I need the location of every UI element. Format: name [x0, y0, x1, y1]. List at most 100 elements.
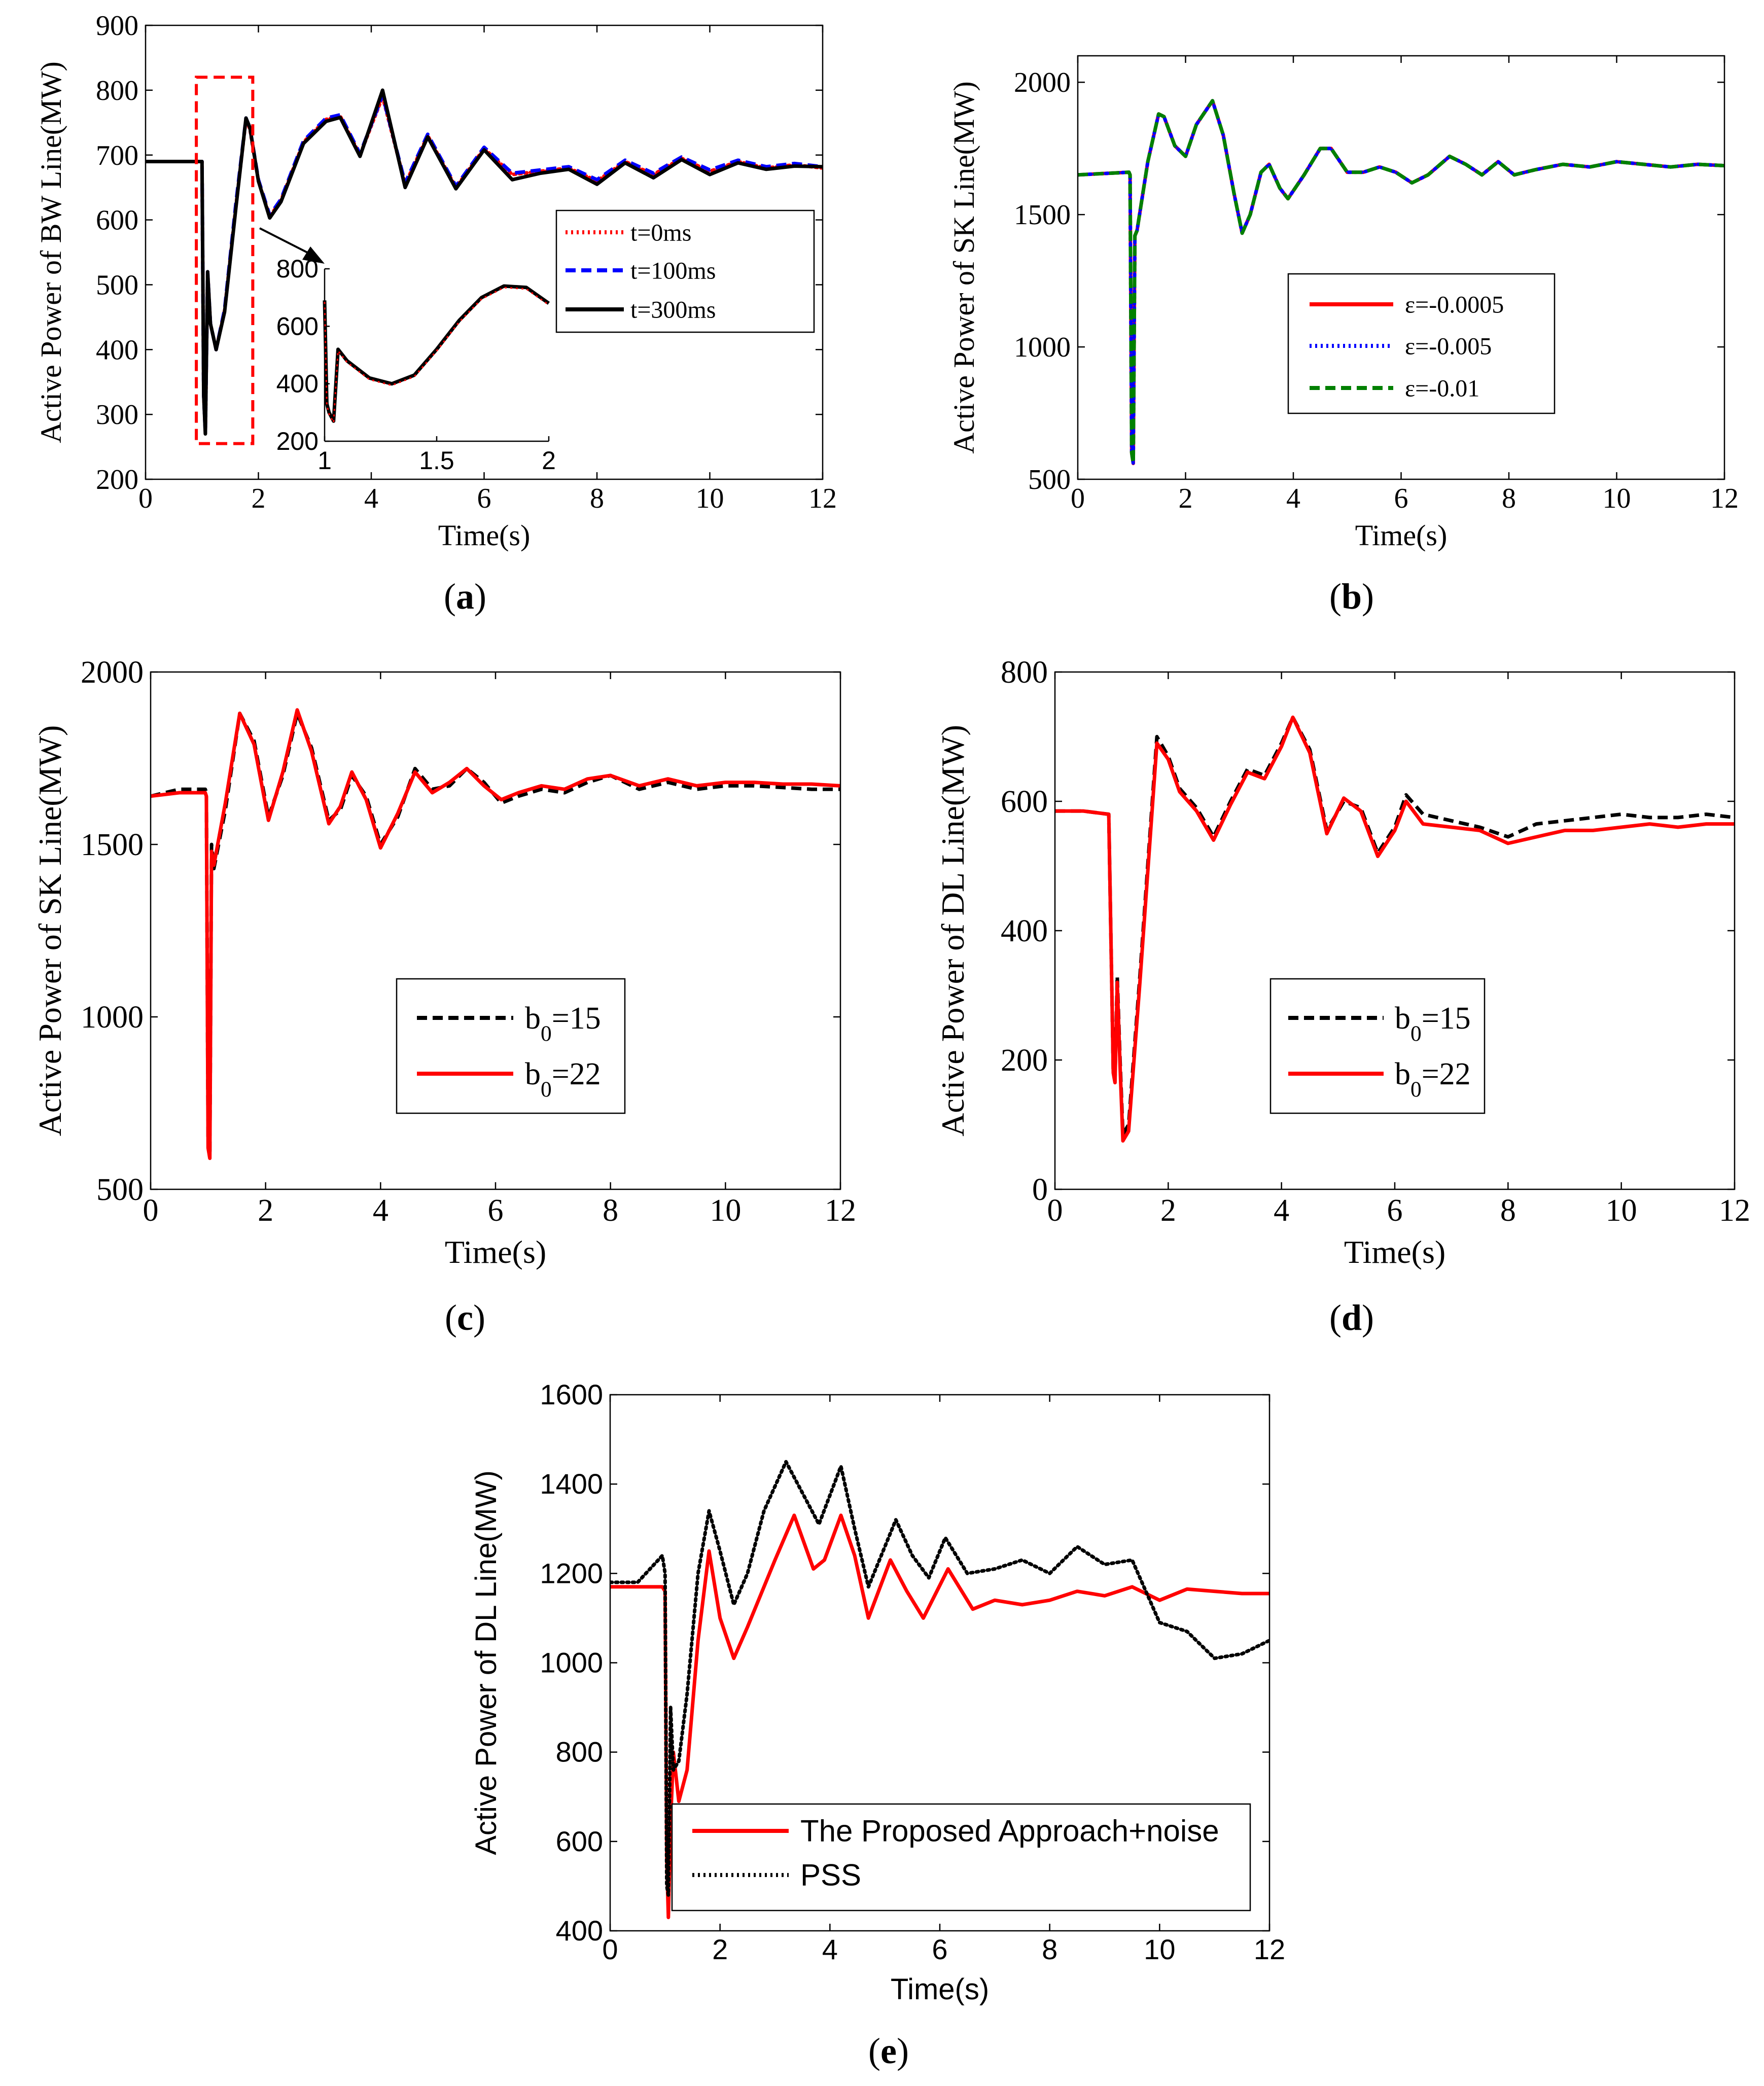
- chart-panel-c: 0 2 4 6 8 10 12 500 1000 1500 2000 Time(s) Active Po…: [32, 655, 856, 1338]
- series-line-b0-22: [151, 708, 840, 1160]
- legend-label: The Proposed Approach+noise: [800, 1814, 1219, 1848]
- x-tick-label: 8: [1500, 1193, 1516, 1228]
- inset-x-tick-label: 1: [317, 446, 332, 475]
- legend-label: t=300ms: [630, 296, 716, 323]
- caption-paren-left: (: [1329, 1297, 1342, 1338]
- legend-label-base: b: [525, 1057, 541, 1091]
- axis-frame: [145, 24, 824, 480]
- caption-paren-right: ): [473, 1297, 485, 1338]
- series-line-t-300ms: [146, 88, 823, 436]
- inset-y-tick-label: 800: [276, 255, 319, 283]
- caption-paren-left: (: [868, 2031, 880, 2071]
- y-tick-label: 300: [96, 399, 138, 431]
- x-axis-label: Time(s): [1344, 1234, 1445, 1270]
- legend-box: [1269, 978, 1486, 1114]
- legend-box: [671, 1803, 1251, 1912]
- x-tick-label: 8: [603, 1193, 618, 1228]
- x-tick-label: 12: [1254, 1933, 1285, 1965]
- x-tick-label: 4: [1286, 483, 1300, 514]
- series-line--0-01: [1078, 99, 1724, 466]
- x-axis-label: Time(s): [891, 1973, 989, 2006]
- chart-panel-e: 0 2 4 6 8 10 12 400 600 800 1000 1200 1400 1600 Time(s…: [470, 1378, 1285, 2071]
- x-tick-label: 12: [1710, 483, 1739, 514]
- panel-caption-b: (b): [1329, 576, 1374, 617]
- axis-frame: [609, 1394, 1271, 1932]
- legend-label: b0=22: [525, 1057, 601, 1102]
- series-group: [146, 88, 823, 436]
- x-tick-label: 12: [1719, 1193, 1750, 1228]
- y-tick-label: 600: [1001, 785, 1048, 819]
- zoom-arrow: [259, 227, 315, 257]
- caption-letter: a: [456, 576, 474, 617]
- legend-label-sub: 0: [541, 1077, 552, 1102]
- zoom-region: [195, 76, 255, 445]
- y-axis-label: Active Power of DL Line(MW): [935, 725, 971, 1137]
- x-tick-label: 0: [602, 1933, 618, 1965]
- inset-chart: 200 400 600 800 1 1.5 2: [259, 227, 556, 475]
- x-tick-label: 10: [1603, 483, 1631, 514]
- x-tick-label: 2: [252, 483, 266, 514]
- legend-label: b0=22: [1395, 1057, 1471, 1102]
- series-group: [1078, 99, 1724, 466]
- inset-y-tick-label: 600: [276, 312, 319, 340]
- x-tick-label: 10: [710, 1193, 741, 1228]
- series-line-PSS: [610, 1460, 1269, 1897]
- y-tick-label: 1500: [81, 828, 144, 862]
- series-line-b0-22: [1055, 715, 1735, 1143]
- legend-label: t=0ms: [630, 219, 691, 246]
- legend-label-sub: 0: [541, 1021, 552, 1046]
- inset-series-line-red: [324, 287, 549, 426]
- y-tick-label: 400: [96, 334, 138, 366]
- caption-letter: e: [880, 2031, 897, 2071]
- legend-label-sub: 0: [1410, 1021, 1422, 1046]
- legend-label-rest: =15: [1422, 1001, 1471, 1036]
- x-tick-label: 8: [1042, 1933, 1057, 1965]
- y-axis-label: Active Power of SK Line(MW): [32, 725, 68, 1136]
- y-tick-label: 500: [1028, 464, 1071, 496]
- legend-label: ε=-0.01: [1405, 375, 1479, 402]
- panel-caption-a: (a): [444, 576, 486, 617]
- x-axis-label: Time(s): [445, 1234, 546, 1270]
- caption-paren-right: ): [1362, 1297, 1374, 1338]
- legend-box: [1287, 273, 1556, 414]
- inset-x-tick-label: 1.5: [419, 446, 454, 475]
- y-tick-label: 400: [1001, 914, 1048, 948]
- x-axis-label: Time(s): [438, 519, 531, 552]
- legend-label-base: b: [525, 1001, 541, 1036]
- legend-label-sub: 0: [1410, 1077, 1422, 1102]
- y-tick-label: 500: [96, 269, 138, 301]
- panel-caption-c: (c): [445, 1297, 485, 1338]
- y-tick-label: 900: [96, 10, 138, 42]
- chart-panel-a: 0 2 4 6 8 10 12200300400500600700800900Time(s)…: [34, 10, 837, 617]
- legend-label: PSS: [800, 1858, 861, 1892]
- y-tick-label: 2000: [81, 655, 144, 690]
- caption-paren-right: ): [897, 2031, 909, 2071]
- y-axis-label: Active Power of DL Line(MW): [470, 1470, 503, 1855]
- caption-paren-left: (: [1329, 576, 1342, 617]
- x-tick-label: 0: [143, 1193, 159, 1228]
- series-group: [610, 1460, 1269, 1920]
- plot-area: [1078, 56, 1724, 479]
- x-tick-label: 0: [1047, 1193, 1063, 1228]
- caption-letter: b: [1342, 576, 1362, 617]
- x-tick-label: 2: [712, 1933, 728, 1965]
- y-tick-label: 1200: [540, 1557, 603, 1589]
- legend-label: t=100ms: [630, 257, 716, 284]
- y-tick-label: 200: [96, 464, 138, 496]
- y-tick-label: 1600: [540, 1378, 603, 1410]
- axis-frame: [1054, 671, 1736, 1190]
- legend-label-rest: =15: [552, 1001, 601, 1036]
- x-tick-label: 0: [1071, 483, 1085, 514]
- x-tick-label: 6: [932, 1933, 947, 1965]
- legend-label: b0=15: [1395, 1001, 1471, 1046]
- y-tick-label: 800: [556, 1736, 603, 1768]
- caption-paren-right: ): [474, 576, 486, 617]
- zoom-arrow-head: [302, 246, 325, 264]
- x-tick-label: 8: [1502, 483, 1516, 514]
- y-tick-label: 0: [1032, 1173, 1048, 1207]
- legend-label-base: b: [1395, 1057, 1410, 1091]
- x-tick-label: 8: [590, 483, 604, 514]
- y-tick-label: 800: [96, 75, 138, 107]
- y-axis-label: Active Power of SK Line(MW): [947, 81, 980, 454]
- y-tick-label: 600: [556, 1825, 603, 1857]
